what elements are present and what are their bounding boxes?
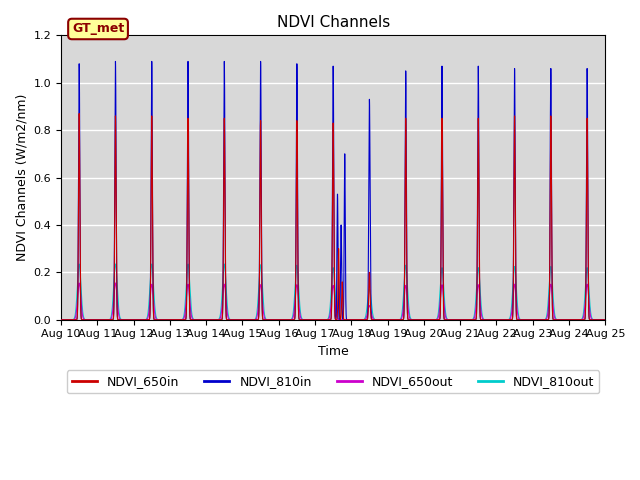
X-axis label: Time: Time: [318, 345, 349, 358]
Y-axis label: NDVI Channels (W/m2/nm): NDVI Channels (W/m2/nm): [15, 94, 28, 261]
Text: GT_met: GT_met: [72, 23, 124, 36]
Title: NDVI Channels: NDVI Channels: [276, 15, 390, 30]
Legend: NDVI_650in, NDVI_810in, NDVI_650out, NDVI_810out: NDVI_650in, NDVI_810in, NDVI_650out, NDV…: [67, 370, 600, 393]
